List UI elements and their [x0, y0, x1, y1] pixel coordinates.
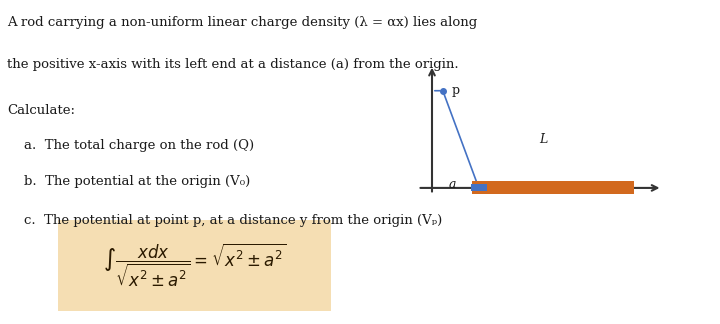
Text: a.  The total charge on the rod (Q): a. The total charge on the rod (Q)	[7, 139, 254, 152]
Text: b.  The potential at the origin (V₀): b. The potential at the origin (V₀)	[7, 175, 251, 188]
Text: p: p	[451, 84, 459, 97]
Text: $\int\dfrac{xdx}{\sqrt{x^2 \pm a^2}} = \sqrt{x^2 \pm a^2}$: $\int\dfrac{xdx}{\sqrt{x^2 \pm a^2}} = \…	[103, 242, 286, 290]
Text: A rod carrying a non-uniform linear charge density (λ = αx) lies along: A rod carrying a non-uniform linear char…	[7, 16, 477, 29]
Bar	[472, 181, 634, 194]
Bar	[58, 220, 331, 311]
Text: the positive x-axis with its left end at a distance (a) from the origin.: the positive x-axis with its left end at…	[7, 58, 459, 71]
Text: L: L	[539, 133, 548, 146]
Text: a: a	[449, 178, 456, 191]
Text: Calculate:: Calculate:	[7, 104, 75, 117]
Bar	[471, 184, 487, 191]
Text: c.  The potential at point p, at a distance y from the origin (Vₚ): c. The potential at point p, at a distan…	[7, 214, 443, 227]
